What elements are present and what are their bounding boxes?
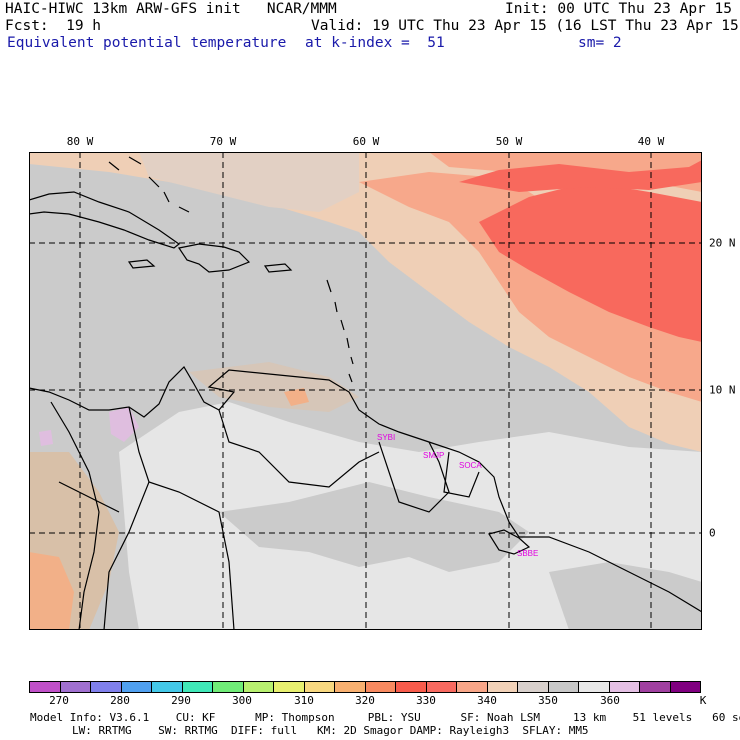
lon-label-50w: 50 W: [495, 135, 523, 148]
colorbar-swatch-8: [274, 682, 305, 692]
colorbar-unit: K: [699, 694, 707, 707]
colorbar-label-280: 280: [110, 694, 130, 707]
colorbar-swatch-15: [487, 682, 518, 692]
lon-label-40w: 40 W: [637, 135, 665, 148]
caribbean-tan-patch: [189, 362, 359, 412]
country-border-ecuador: [58, 481, 120, 513]
jamaica-coast: [127, 259, 156, 269]
station-soca: SOCA: [459, 461, 482, 470]
colorbar-swatch-1: [60, 682, 91, 692]
colorbar-swatch-3: [121, 682, 152, 692]
level-label: at k-index = 51: [305, 35, 445, 51]
cuba-coast: [29, 191, 181, 249]
country-border-colombia: [128, 406, 235, 630]
lat-label-10n: 10 N: [709, 383, 736, 397]
station-labels: SYBI SMJP SOCA SBBE: [377, 433, 538, 558]
colorbar-swatch-7: [243, 682, 274, 692]
lon-label-80w: 80 W: [66, 135, 94, 148]
station-sybi: SYBI: [377, 433, 395, 442]
tan-band-west: [139, 152, 359, 212]
lat-lon-grid: [29, 152, 702, 630]
lon-label-60w: 60 W: [352, 135, 380, 148]
station-sbbe: SBBE: [517, 549, 538, 558]
theta-e-map: SYBI SMJP SOCA SBBE: [29, 152, 702, 630]
model-info-line1: Model Info: V3.6.1 CU: KF MP: Thompson P…: [30, 711, 740, 724]
station-smjp: SMJP: [423, 451, 444, 460]
south-america-east-coast: [519, 536, 702, 613]
hispaniola-coast: [178, 243, 251, 273]
lon-label-70w: 70 W: [209, 135, 237, 148]
lat-label-equator: 0: [709, 526, 716, 540]
colorbar-swatch-14: [457, 682, 488, 692]
colorbar-swatch-17: [548, 682, 579, 692]
colorbar-swatch-0: [30, 682, 61, 692]
country-border-guyana: [378, 441, 450, 513]
header-title: HAIC-HIWC 13km ARW-GFS init NCAR/MMM: [5, 1, 337, 17]
bahamas-islands: [108, 156, 190, 213]
country-border-suriname: [443, 451, 480, 498]
colorbar-label-300: 300: [232, 694, 252, 707]
colorbar-swatch-16: [518, 682, 549, 692]
colorbar-swatch-2: [91, 682, 122, 692]
header-init-time: Init: 00 UTC Thu 23 Apr 15: [505, 1, 732, 17]
red-north-filament: [459, 160, 702, 192]
red-core: [479, 182, 702, 342]
smoothing-label: sm= 2: [578, 35, 622, 51]
header-valid-time: Valid: 19 UTC Thu 23 Apr 15 (16 LST Thu …: [311, 18, 740, 34]
country-border-venezuela: [218, 409, 380, 488]
colorbar-label-330: 330: [416, 694, 436, 707]
orange-spot: [284, 388, 309, 406]
header-forecast-hour: Fcst: 19 h: [5, 18, 102, 34]
colorbar-swatch-10: [335, 682, 366, 692]
salmon-region: [359, 172, 702, 402]
colorbar-swatch-5: [182, 682, 213, 692]
puerto-rico-coast: [263, 263, 293, 273]
amazon-delta: [488, 529, 531, 555]
colorbar-swatch-19: [609, 682, 640, 692]
colorbar-swatch-12: [396, 682, 427, 692]
andes-lavender-2: [39, 430, 53, 446]
colorbar-swatch-20: [640, 682, 671, 692]
pacific-coast: [50, 401, 100, 630]
lat-label-20n: 20 N: [709, 236, 736, 250]
colorbar-swatch-4: [152, 682, 183, 692]
colorbar-label-350: 350: [538, 694, 558, 707]
gray-southeast-band: [549, 562, 702, 630]
colorbar-swatch-11: [365, 682, 396, 692]
colorbar-label-310: 310: [294, 694, 314, 707]
colorbar-swatch-18: [579, 682, 610, 692]
colorbar-swatch-13: [426, 682, 457, 692]
field-name: Equivalent potential temperature: [7, 35, 287, 51]
colorbar: [29, 681, 701, 693]
lesser-antilles: [326, 279, 354, 383]
south-america-north-coast: [29, 366, 520, 538]
colorbar-label-270: 270: [49, 694, 69, 707]
pacific-orange-band: [29, 552, 74, 630]
colorbar-swatch-6: [213, 682, 244, 692]
colorbar-label-360: 360: [600, 694, 620, 707]
colorbar-swatch-9: [304, 682, 335, 692]
coastlines-and-borders: [29, 156, 702, 630]
model-info-line2: LW: RRTMG SW: RRTMG DIFF: full KM: 2D Sm…: [72, 724, 589, 737]
colorbar-label-320: 320: [355, 694, 375, 707]
gray-amazon-band: [219, 482, 529, 572]
colorbar-label-290: 290: [171, 694, 191, 707]
colorbar-swatch-21: [670, 682, 700, 692]
map-frame: [29, 152, 702, 630]
country-border-brazil-peru: [103, 481, 150, 630]
colorbar-label-340: 340: [477, 694, 497, 707]
